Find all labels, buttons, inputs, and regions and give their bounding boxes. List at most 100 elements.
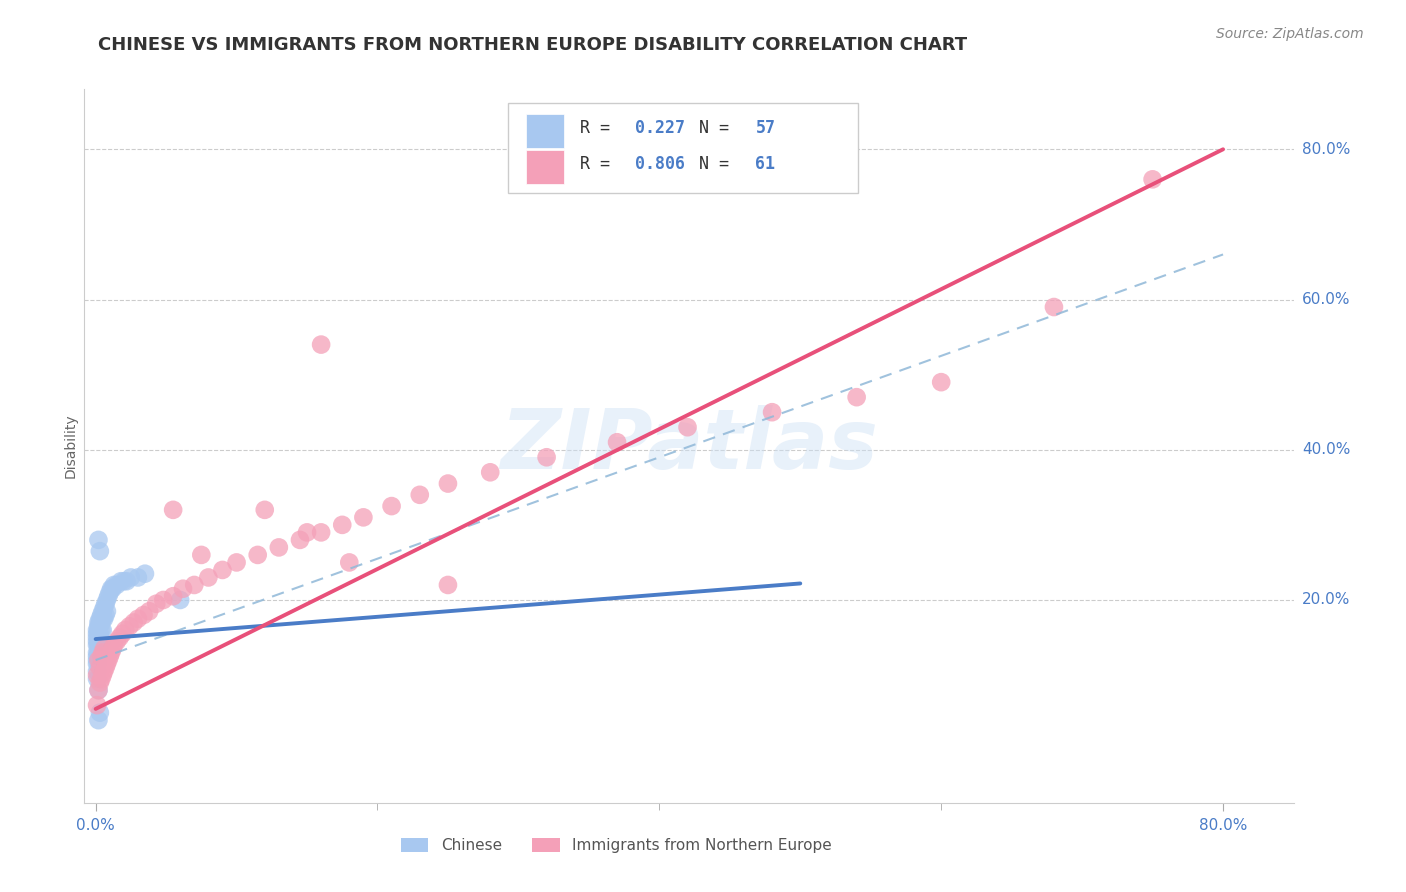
Point [86, 698, 108, 713]
Point [87, 638, 110, 652]
Point [138, 604, 160, 618]
Point [89, 706, 111, 720]
Point [110, 574, 132, 589]
Point [253, 503, 276, 517]
Point [101, 582, 124, 596]
Text: 57: 57 [755, 120, 776, 137]
Point [98, 649, 121, 664]
Point [96, 604, 118, 618]
Point [190, 548, 212, 562]
Point [162, 503, 184, 517]
Text: 0.806: 0.806 [634, 155, 685, 173]
Text: N =: N = [699, 155, 738, 173]
Point [90, 634, 112, 648]
Text: 61: 61 [755, 155, 776, 173]
Point [288, 533, 311, 547]
Point [90, 623, 112, 637]
Point [93, 600, 115, 615]
Point [98, 585, 121, 599]
Point [97, 589, 120, 603]
Point [86, 638, 108, 652]
Point [309, 525, 332, 540]
Point [86, 657, 108, 671]
Point [86, 672, 108, 686]
Point [86, 649, 108, 664]
Point [105, 578, 128, 592]
Point [90, 649, 112, 664]
Point [89, 544, 111, 558]
Point [1043, 300, 1066, 314]
Point [91, 604, 114, 618]
Point [127, 612, 149, 626]
Point [352, 510, 374, 524]
Point [409, 488, 432, 502]
Point [96, 657, 118, 671]
Point [330, 517, 353, 532]
Text: Source: ZipAtlas.com: Source: ZipAtlas.com [1216, 27, 1364, 41]
Point [111, 627, 134, 641]
Text: R =: R = [581, 120, 620, 137]
Point [100, 646, 122, 660]
Point [89, 627, 111, 641]
Point [162, 589, 184, 603]
Point [87, 623, 110, 637]
Point [87, 627, 110, 641]
FancyBboxPatch shape [526, 114, 564, 148]
Point [86, 634, 108, 648]
Text: 80.0%: 80.0% [1302, 142, 1350, 157]
Y-axis label: Disability: Disability [63, 414, 77, 478]
Point [89, 660, 111, 674]
Point [172, 582, 194, 596]
Point [169, 593, 191, 607]
Point [93, 665, 115, 679]
Text: 60.0%: 60.0% [1302, 292, 1350, 307]
Point [197, 570, 219, 584]
Point [86, 631, 108, 645]
Point [91, 623, 114, 637]
Point [94, 597, 117, 611]
Point [108, 631, 131, 645]
Point [87, 631, 110, 645]
Point [90, 615, 112, 630]
Point [87, 649, 110, 664]
Point [381, 499, 404, 513]
Point [437, 578, 460, 592]
Text: CHINESE VS IMMIGRANTS FROM NORTHERN EUROPE DISABILITY CORRELATION CHART: CHINESE VS IMMIGRANTS FROM NORTHERN EURO… [98, 36, 967, 54]
Point [295, 525, 318, 540]
Point [103, 578, 125, 592]
Point [93, 641, 115, 656]
Point [91, 612, 114, 626]
Point [94, 607, 117, 622]
Point [1142, 172, 1164, 186]
Point [761, 405, 783, 419]
Point [89, 675, 111, 690]
FancyBboxPatch shape [526, 150, 564, 184]
Point [152, 593, 174, 607]
Point [337, 556, 360, 570]
Point [87, 619, 110, 633]
Point [114, 623, 136, 637]
FancyBboxPatch shape [508, 103, 858, 193]
Point [127, 570, 149, 584]
Point [86, 623, 108, 637]
Point [246, 548, 269, 562]
Point [309, 337, 332, 351]
Point [87, 646, 110, 660]
Point [845, 390, 868, 404]
Point [86, 627, 108, 641]
Point [101, 641, 124, 656]
Point [105, 634, 128, 648]
Point [112, 574, 135, 589]
Point [90, 672, 112, 686]
Text: 20.0%: 20.0% [1302, 592, 1350, 607]
Point [89, 641, 111, 656]
Point [120, 570, 142, 584]
Point [86, 668, 108, 682]
Point [89, 615, 111, 630]
Point [89, 631, 111, 645]
Text: 0.227: 0.227 [634, 120, 685, 137]
Point [91, 668, 114, 682]
Point [118, 619, 141, 633]
Point [536, 450, 558, 465]
Point [89, 612, 111, 626]
